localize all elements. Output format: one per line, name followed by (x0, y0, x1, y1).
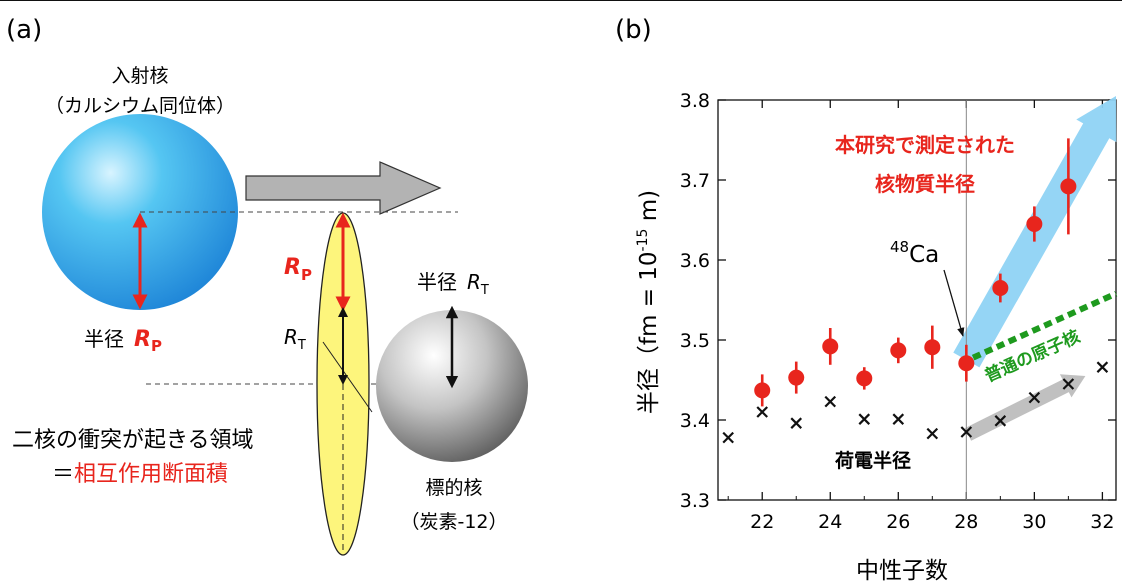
charge-radius-point (1096, 361, 1109, 373)
plot-frame (717, 99, 1117, 501)
x-tick-label: 22 (750, 511, 774, 533)
projectile-title: 入射核 (111, 65, 168, 87)
charge-radius-point (960, 426, 973, 438)
projectile-radius-label: 半径 RP (84, 327, 162, 355)
measured-radius-callout-line1: 本研究で測定された (835, 133, 1015, 157)
target-title: 標的核 (425, 477, 482, 499)
charge-radius-point (722, 431, 734, 444)
matter-radius-point (924, 339, 941, 356)
axis-ticks: 3.3 3.4 3.5 3.6 3.7 3.8 22 24 26 28 30 32 (680, 90, 1116, 533)
matter-radius-point (1026, 216, 1043, 232)
y-axis-title: 半径（fm = 10-15 m) (635, 190, 662, 414)
panel-b-label: (b) (615, 15, 652, 45)
matter-radius-point (822, 338, 839, 355)
x-axis-title: 中性子数 (856, 558, 948, 584)
x-tick-label: 30 (1022, 511, 1046, 533)
matter-radius-point (754, 382, 771, 399)
x-tick-label: 32 (1090, 511, 1114, 533)
matter-radius-point (890, 342, 907, 359)
charge-radius-trend-arrow (964, 374, 1086, 441)
y-tick-label: 3.7 (680, 170, 710, 192)
panel-a: (a) 入射核 （カルシウム同位体） 半径 RP RP RT 半径 RT 二核の衝突… (6, 15, 528, 556)
charge-radius-point (824, 395, 837, 408)
charge-radius-label: 荷電半径 (835, 449, 911, 472)
charge-radius-point (1028, 391, 1041, 404)
motion-arrow (245, 161, 442, 215)
matter-radius-point (958, 355, 975, 372)
matter-radius-point (1060, 178, 1077, 195)
overlap-rp-label: RP (284, 255, 312, 284)
matter-radius-point (788, 369, 805, 386)
y-tick-label: 3.4 (680, 410, 710, 432)
y-tick-label: 3.5 (680, 330, 710, 352)
x-tick-label: 26 (886, 511, 910, 533)
charge-radius-point (858, 413, 871, 425)
cross-section-text: ＝相互作用断面積 (52, 462, 228, 487)
charge-radius-point (1062, 378, 1075, 390)
charge-radius-point (756, 406, 768, 418)
charge-radius-point (926, 427, 939, 440)
target-radius-label: 半径 RT (417, 270, 489, 298)
measured-radius-callout-line2: 核物質半径 (875, 172, 975, 196)
projectile-subtitle: （カルシウム同位体） (45, 95, 235, 117)
y-tick-label: 3.6 (680, 250, 710, 272)
x-tick-label: 24 (818, 511, 842, 533)
collision-region-text: 二核の衝突が起きる領域 (12, 428, 254, 453)
x-tick-label: 28 (954, 511, 978, 533)
charge-radius-point (892, 413, 905, 425)
panel-a-label: (a) (6, 15, 42, 45)
target-subtitle: （炭素-12） (400, 511, 507, 533)
panel-b: (b) 半径（fm = 10-15 m) 3.3 3.4 3.5 3.6 3.7 3.8 2… (615, 15, 1118, 584)
matter-radius-point (856, 370, 873, 387)
matter-radius-point (992, 280, 1009, 296)
ca48-label: 48Ca (890, 238, 939, 268)
charge-radius-point (994, 415, 1007, 427)
data-points (722, 138, 1109, 444)
y-tick-label: 3.8 (680, 90, 710, 112)
overlap-rt-label: RT (284, 325, 306, 353)
charge-radius-point (790, 417, 803, 429)
normal-nuclei-trend-line (971, 290, 1118, 361)
y-tick-label: 3.3 (680, 490, 710, 512)
ca48-pointer (943, 269, 965, 337)
